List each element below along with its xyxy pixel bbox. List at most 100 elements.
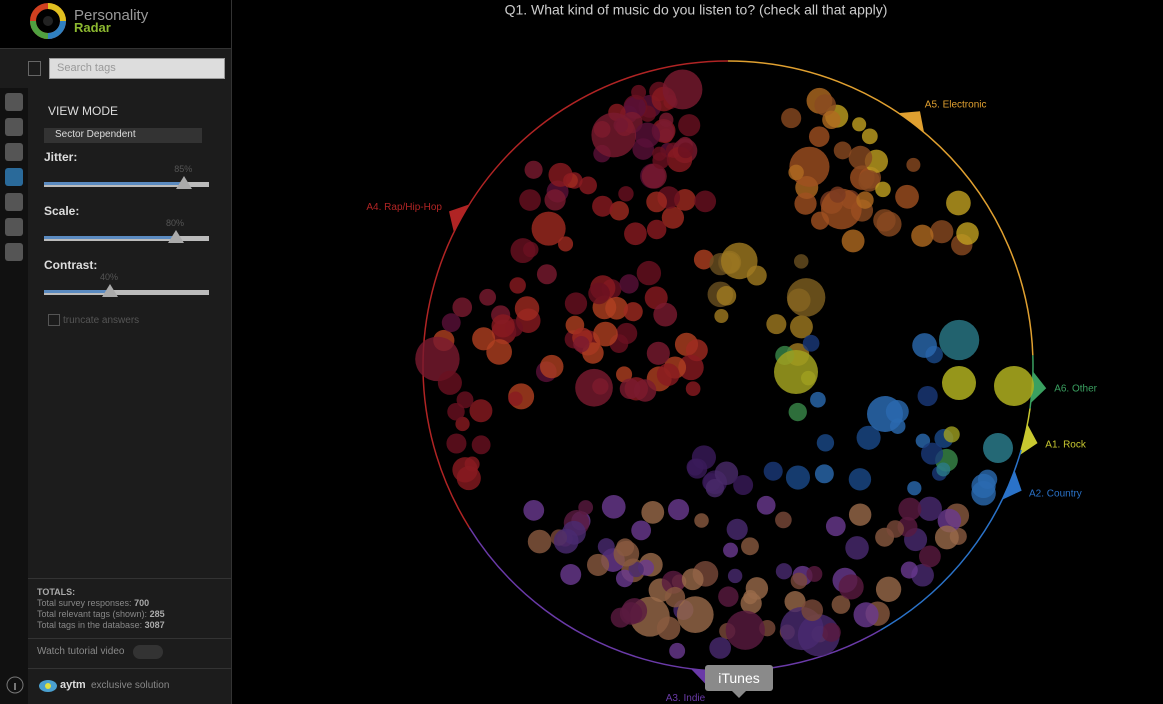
tag-bubble[interactable] xyxy=(725,610,765,650)
profile-tab[interactable] xyxy=(5,118,23,136)
tag-bubble[interactable] xyxy=(667,498,690,521)
tag-bubble[interactable] xyxy=(709,637,732,659)
tag-bubble[interactable] xyxy=(848,468,872,491)
tag-bubble[interactable] xyxy=(714,461,739,485)
tag-bubble[interactable] xyxy=(867,396,903,432)
tag-bubble[interactable] xyxy=(514,296,540,321)
tag-bubble[interactable] xyxy=(934,525,959,550)
tag-bubble[interactable] xyxy=(810,391,826,408)
tag-bubble[interactable] xyxy=(726,518,748,540)
tag-bubble[interactable] xyxy=(720,242,758,280)
tag-bubble[interactable] xyxy=(531,211,566,246)
tag-bubble[interactable] xyxy=(845,536,869,560)
tag-bubble[interactable] xyxy=(806,566,823,582)
tag-bubble[interactable] xyxy=(523,499,545,521)
tag-bubble[interactable] xyxy=(853,602,879,628)
tag-bubble[interactable] xyxy=(774,350,818,394)
tag-bubble[interactable] xyxy=(681,568,704,591)
tag-bubble[interactable] xyxy=(816,434,835,452)
tag-bubble[interactable] xyxy=(560,564,582,585)
tag-bubble[interactable] xyxy=(591,112,637,158)
tag-bubble[interactable] xyxy=(856,425,881,450)
tag-bubble[interactable] xyxy=(659,112,674,128)
tag-bubble[interactable] xyxy=(519,189,541,211)
tag-bubble[interactable] xyxy=(693,249,714,270)
question-tab[interactable] xyxy=(5,93,23,111)
tag-bubble[interactable] xyxy=(646,219,667,240)
tag-bubble[interactable] xyxy=(553,528,579,554)
tag-bubble[interactable] xyxy=(479,288,497,306)
tag-bubble[interactable] xyxy=(641,500,665,524)
tag-bubble[interactable] xyxy=(441,313,461,333)
tag-bubble[interactable] xyxy=(437,370,462,395)
tag-bubble[interactable] xyxy=(733,475,754,496)
tag-bubble[interactable] xyxy=(656,616,681,641)
tag-bubble[interactable] xyxy=(790,572,808,590)
tag-bubble[interactable] xyxy=(539,354,564,379)
tag-bubble[interactable] xyxy=(802,334,820,352)
tag-bubble[interactable] xyxy=(763,461,783,481)
tag-bubble[interactable] xyxy=(669,642,686,659)
tag-bubble[interactable] xyxy=(781,108,802,129)
tag-bubble[interactable] xyxy=(794,192,817,215)
tag-bubble[interactable] xyxy=(841,229,865,253)
tag-bubble[interactable] xyxy=(886,520,904,538)
tag-bubble[interactable] xyxy=(548,162,573,187)
tag-bubble[interactable] xyxy=(455,416,470,432)
tag-bubble[interactable] xyxy=(618,186,634,202)
slider-thumb[interactable] xyxy=(176,176,193,189)
info-icon[interactable] xyxy=(5,675,25,695)
tag-bubble[interactable] xyxy=(825,516,846,537)
tag-bubble[interactable] xyxy=(661,206,685,229)
tag-bubble[interactable] xyxy=(491,314,515,338)
tag-bubble[interactable] xyxy=(609,201,629,221)
tag-bubble[interactable] xyxy=(678,354,704,381)
tag-bubble[interactable] xyxy=(564,292,588,315)
tag-bubble[interactable] xyxy=(741,537,759,556)
tag-bubble[interactable] xyxy=(508,391,523,406)
tag-bubble[interactable] xyxy=(610,607,631,628)
tag-bubble[interactable] xyxy=(615,569,634,588)
tag-bubble[interactable] xyxy=(808,126,830,147)
tag-bubble[interactable] xyxy=(678,114,701,137)
tag-bubble[interactable] xyxy=(557,236,574,252)
tag-bubble[interactable] xyxy=(917,496,942,521)
tutorial-link[interactable]: Watch tutorial video xyxy=(37,646,125,657)
tag-bubble[interactable] xyxy=(848,145,873,170)
tag-bubble[interactable] xyxy=(524,160,543,179)
tag-bubble[interactable] xyxy=(446,433,467,454)
tag-bubble[interactable] xyxy=(646,341,670,365)
tag-bubble[interactable] xyxy=(917,385,938,407)
list-icon[interactable] xyxy=(28,61,41,76)
tag-bubble[interactable] xyxy=(447,402,465,421)
tag-bubble[interactable] xyxy=(677,142,694,159)
tag-bubble[interactable] xyxy=(523,241,539,258)
tag-bubble[interactable] xyxy=(631,520,652,541)
tag-bubble[interactable] xyxy=(578,500,594,515)
tag-bubble[interactable] xyxy=(821,622,841,642)
tag-bubble[interactable] xyxy=(852,117,867,132)
tag-bubble[interactable] xyxy=(624,222,647,246)
tag-bubble[interactable] xyxy=(723,542,739,558)
tag-bubble[interactable] xyxy=(907,481,922,496)
tag-bubble[interactable] xyxy=(509,277,526,294)
tag-bubble[interactable] xyxy=(652,152,670,170)
tag-bubble[interactable] xyxy=(784,591,806,613)
tag-bubble[interactable] xyxy=(694,190,717,213)
tag-bubble[interactable] xyxy=(579,176,597,195)
tag-bubble[interactable] xyxy=(793,254,809,269)
tag-bubble[interactable] xyxy=(588,282,610,305)
tag-bubble[interactable] xyxy=(601,494,626,519)
tag-bubble[interactable] xyxy=(593,321,618,347)
tag-bubble[interactable] xyxy=(875,576,902,602)
tag-bubble[interactable] xyxy=(452,297,473,318)
bookmark-tab[interactable] xyxy=(5,218,23,236)
tag-bubble[interactable] xyxy=(740,592,762,614)
tag-bubble[interactable] xyxy=(653,302,678,327)
tag-bubble[interactable] xyxy=(946,190,971,216)
tag-bubble[interactable] xyxy=(822,110,841,130)
tag-bubble[interactable] xyxy=(912,333,937,358)
tag-bubble[interactable] xyxy=(641,163,667,189)
tag-bubble[interactable] xyxy=(833,141,852,160)
tag-bubble[interactable] xyxy=(469,399,493,423)
